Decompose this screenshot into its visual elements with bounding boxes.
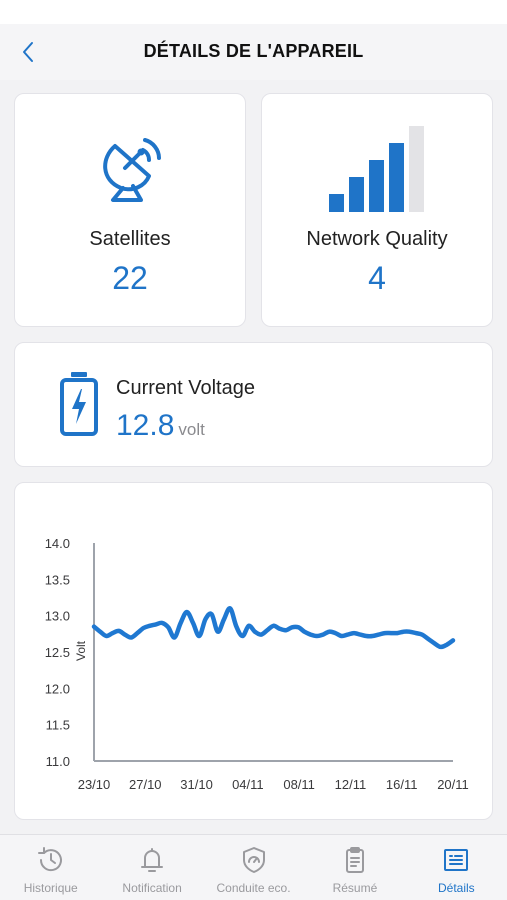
voltage-line-chart: 11.0 11.5 12.0 12.5 13.0 13.5 14.0 23/10 27/10 31… bbox=[45, 536, 469, 792]
satellite-dish-icon bbox=[103, 138, 161, 202]
tab-resume-label: Résumé bbox=[332, 881, 378, 895]
chevron-left-icon bbox=[23, 42, 33, 62]
network-quality-value: 4 bbox=[368, 260, 386, 296]
signal-bar-1 bbox=[329, 194, 344, 212]
eco-shield-icon bbox=[242, 847, 265, 873]
header: DÉTAILS DE L'APPAREIL bbox=[0, 24, 507, 80]
signal-bar-3 bbox=[369, 160, 384, 212]
page-title: DÉTAILS DE L'APPAREIL bbox=[143, 41, 364, 61]
tab-notification-label: Notification bbox=[122, 881, 182, 895]
clipboard-icon bbox=[345, 847, 364, 873]
x-tick-label: 20/11 bbox=[437, 777, 469, 792]
network-quality-label: Network Quality bbox=[306, 228, 448, 250]
x-tick-label: 27/10 bbox=[129, 777, 162, 792]
tab-bar: Historique Notification Conduite eco. bbox=[0, 834, 507, 900]
tab-notification[interactable]: Notification bbox=[101, 835, 202, 900]
tab-resume[interactable]: Résumé bbox=[304, 835, 405, 900]
y-tick-label: 13.5 bbox=[45, 572, 70, 587]
y-axis-label: Volt bbox=[74, 640, 88, 661]
y-tick-label: 14.0 bbox=[45, 536, 70, 551]
tab-conduite-eco[interactable]: Conduite eco. bbox=[203, 835, 304, 900]
voltage-value: 12.8 volt bbox=[116, 409, 205, 443]
history-icon bbox=[37, 847, 62, 872]
network-quality-card: Network Quality 4 bbox=[261, 93, 493, 327]
x-tick-label: 08/11 bbox=[283, 777, 315, 792]
y-tick-label: 11.0 bbox=[46, 754, 70, 769]
x-tick-label: 23/10 bbox=[78, 777, 111, 792]
x-tick-label: 16/11 bbox=[386, 777, 418, 792]
signal-bars-icon bbox=[329, 126, 424, 212]
satellites-label: Satellites bbox=[89, 228, 171, 250]
tab-details-label: Détails bbox=[437, 881, 475, 895]
voltage-card: Current Voltage 12.8 volt bbox=[14, 342, 493, 467]
signal-bar-5 bbox=[409, 126, 424, 212]
details-icon bbox=[444, 849, 469, 871]
voltage-label: Current Voltage bbox=[116, 377, 255, 399]
tab-historique[interactable]: Historique bbox=[0, 835, 101, 900]
tab-conduite-eco-label: Conduite eco. bbox=[216, 881, 291, 895]
battery-charging-icon bbox=[60, 372, 98, 436]
y-tick-label: 12.0 bbox=[45, 681, 70, 696]
tab-historique-label: Historique bbox=[23, 881, 78, 895]
x-tick-label: 04/11 bbox=[232, 777, 264, 792]
signal-bar-2 bbox=[349, 177, 364, 212]
status-bar bbox=[0, 0, 507, 24]
y-tick-label: 11.5 bbox=[46, 718, 70, 733]
back-button[interactable] bbox=[10, 36, 46, 68]
satellites-value: 22 bbox=[112, 260, 148, 296]
y-tick-label: 12.5 bbox=[45, 645, 70, 660]
x-tick-label: 12/11 bbox=[335, 777, 367, 792]
voltage-number: 12.8 bbox=[116, 409, 175, 442]
voltage-unit: volt bbox=[178, 420, 205, 439]
voltage-series-line bbox=[91, 606, 456, 650]
y-tick-label: 13.0 bbox=[45, 609, 70, 624]
signal-bar-4 bbox=[389, 143, 404, 212]
x-tick-label: 31/10 bbox=[180, 777, 213, 792]
bell-icon bbox=[141, 848, 164, 872]
satellites-card: Satellites 22 bbox=[14, 93, 246, 327]
tab-details[interactable]: Détails bbox=[406, 835, 507, 900]
voltage-chart-card: 11.0 11.5 12.0 12.5 13.0 13.5 14.0 23/10 27/10 31… bbox=[14, 482, 493, 820]
